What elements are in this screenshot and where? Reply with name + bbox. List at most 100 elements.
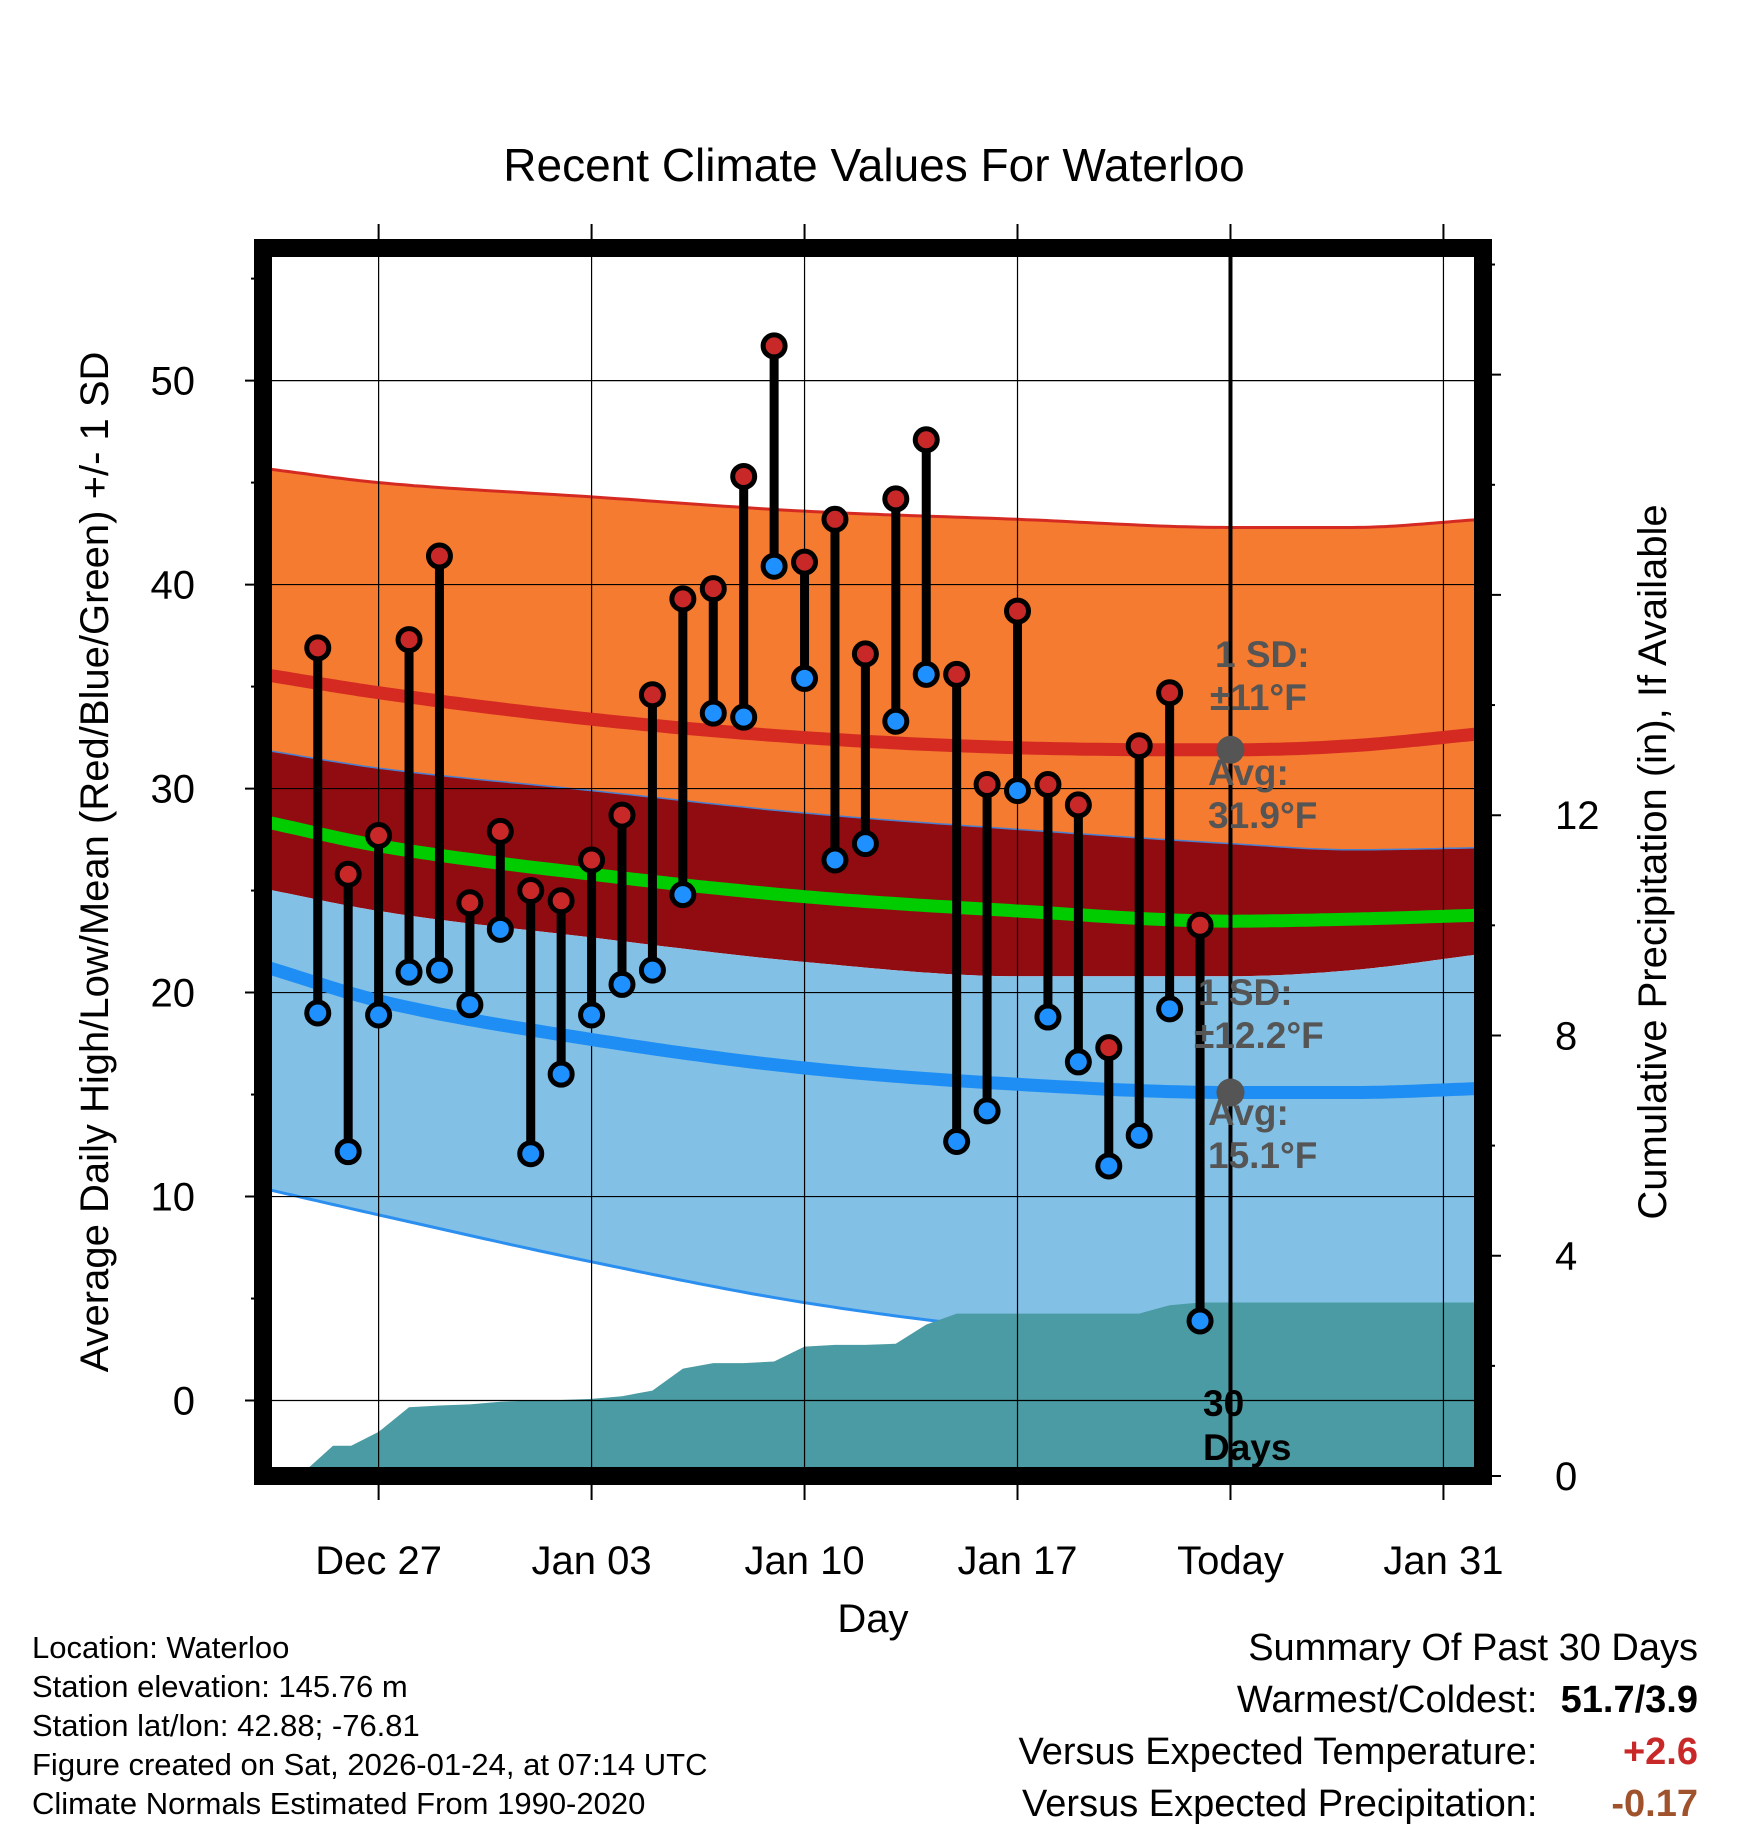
y2-axis-label: Cumulative Precipitation (in), If Availa… xyxy=(1631,504,1675,1219)
low-point xyxy=(730,703,758,731)
y-tick-label: 30 xyxy=(151,768,196,812)
low-point xyxy=(973,1097,1001,1125)
low-avg-value: 15.1°F xyxy=(1208,1135,1317,1176)
high-sd-label: 1 SD: xyxy=(1215,634,1310,675)
summary-precip-label: Versus Expected Precipitation: xyxy=(1022,1783,1538,1825)
low-point xyxy=(1064,1048,1092,1076)
summary-warm-cold-value: 51.7/3.9 xyxy=(1560,1679,1698,1721)
x-tick-label: Jan 31 xyxy=(1383,1539,1503,1583)
summary-temp-label: Versus Expected Temperature: xyxy=(1018,1731,1538,1773)
high-point xyxy=(547,887,575,915)
high-point xyxy=(1004,597,1032,625)
low-point xyxy=(608,970,636,998)
high-point xyxy=(669,585,697,613)
low-avg-marker xyxy=(1216,1078,1245,1107)
x-tick-label: Jan 03 xyxy=(532,1539,652,1583)
high-band-lower-edge xyxy=(263,749,1483,851)
high-point xyxy=(943,660,971,688)
x-tick-label: Today xyxy=(1177,1539,1284,1583)
low-point xyxy=(517,1140,545,1168)
high-point xyxy=(456,889,484,917)
low-point xyxy=(821,846,849,874)
high-point xyxy=(608,801,636,829)
info-location: Location: Waterloo xyxy=(32,1630,290,1665)
high-point xyxy=(851,640,879,668)
high-point xyxy=(1064,791,1092,819)
y-axis-label: Average Daily High/Low/Mean (Red/Blue/Gr… xyxy=(73,352,117,1373)
low-point xyxy=(365,1001,393,1029)
low-point xyxy=(1186,1307,1214,1335)
info-elevation: Station elevation: 145.76 m xyxy=(32,1669,408,1704)
precip-days-word: Days xyxy=(1203,1427,1291,1468)
info-created: Figure created on Sat, 2026-01-24, at 07… xyxy=(32,1747,708,1782)
low-point xyxy=(699,699,727,727)
low-point xyxy=(395,958,423,986)
high-point xyxy=(517,877,545,905)
low-point xyxy=(638,956,666,984)
low-point xyxy=(912,660,940,688)
low-point xyxy=(1156,995,1184,1023)
high-point xyxy=(638,681,666,709)
high-point xyxy=(486,817,514,845)
low-point xyxy=(456,991,484,1019)
low-point xyxy=(791,664,819,692)
info-normals: Climate Normals Estimated From 1990-2020 xyxy=(32,1786,646,1821)
high-point xyxy=(578,846,606,874)
high-point xyxy=(730,462,758,490)
high-point xyxy=(425,542,453,570)
high-point xyxy=(304,634,332,662)
y-tick-label: 0 xyxy=(173,1380,195,1424)
high-band-upper-edge xyxy=(263,466,1483,529)
high-point xyxy=(912,426,940,454)
summary-temp-row: Versus Expected Temperature: +2.6 xyxy=(1019,1726,1698,1778)
low-point xyxy=(1095,1152,1123,1180)
x-tick-label: Dec 27 xyxy=(315,1539,442,1583)
high-sd-value: ±11°F xyxy=(1210,677,1307,718)
summary-precip-value: -0.17 xyxy=(1611,1783,1698,1825)
high-point xyxy=(791,548,819,576)
precip-area xyxy=(299,1302,1483,1476)
station-info: Location: Waterloo Station elevation: 14… xyxy=(32,1628,708,1823)
y2-tick-label: 8 xyxy=(1555,1014,1577,1058)
low-avg-label: Avg: xyxy=(1208,1092,1289,1133)
summary-warm-cold-row: Warmest/Coldest: 51.7/3.9 xyxy=(1019,1674,1698,1726)
high-point xyxy=(1156,679,1184,707)
summary-warm-cold-label: Warmest/Coldest: xyxy=(1236,1679,1538,1721)
high-point xyxy=(1095,1034,1123,1062)
normal-high-line xyxy=(263,667,1483,757)
summary-precip-row: Versus Expected Precipitation: -0.17 xyxy=(1019,1778,1698,1830)
high-avg-value: 31.9°F xyxy=(1208,795,1317,836)
x-tick-label: Jan 10 xyxy=(744,1539,864,1583)
low-point xyxy=(1004,777,1032,805)
y-tick-label: 50 xyxy=(151,360,196,404)
high-point xyxy=(1186,911,1214,939)
normal-mean-line xyxy=(263,814,1483,928)
low-sd-label: 1 SD: xyxy=(1198,972,1293,1013)
low-point xyxy=(334,1138,362,1166)
low-point xyxy=(425,956,453,984)
y-tick-label: 10 xyxy=(151,1176,196,1220)
low-point xyxy=(1034,1003,1062,1031)
low-point xyxy=(578,1001,606,1029)
low-point xyxy=(486,915,514,943)
high-point xyxy=(1034,770,1062,798)
x-tick-label: Jan 17 xyxy=(957,1539,1077,1583)
low-point xyxy=(1125,1121,1153,1149)
y-tick-label: 20 xyxy=(151,972,196,1016)
y2-tick-label: 0 xyxy=(1555,1455,1577,1499)
y2-tick-label: 4 xyxy=(1555,1235,1577,1279)
annotations: 1 SD: ±11°F Avg: 31.9°F 1 SD: ±12.2°F Av… xyxy=(1194,634,1324,1468)
high-point xyxy=(699,575,727,603)
y2-tick-label: 12 xyxy=(1555,794,1600,838)
high-point xyxy=(882,485,910,513)
plot-frame xyxy=(254,239,1492,1485)
info-latlon: Station lat/lon: 42.88; -76.81 xyxy=(32,1708,420,1743)
chart-title: Recent Climate Values For Waterloo xyxy=(503,139,1244,191)
low-sd-value: ±12.2°F xyxy=(1194,1015,1324,1056)
high-point xyxy=(365,821,393,849)
normal-low-line xyxy=(263,959,1483,1099)
x-axis-label: Day xyxy=(837,1597,908,1641)
low-point xyxy=(547,1060,575,1088)
high-point xyxy=(395,626,423,654)
